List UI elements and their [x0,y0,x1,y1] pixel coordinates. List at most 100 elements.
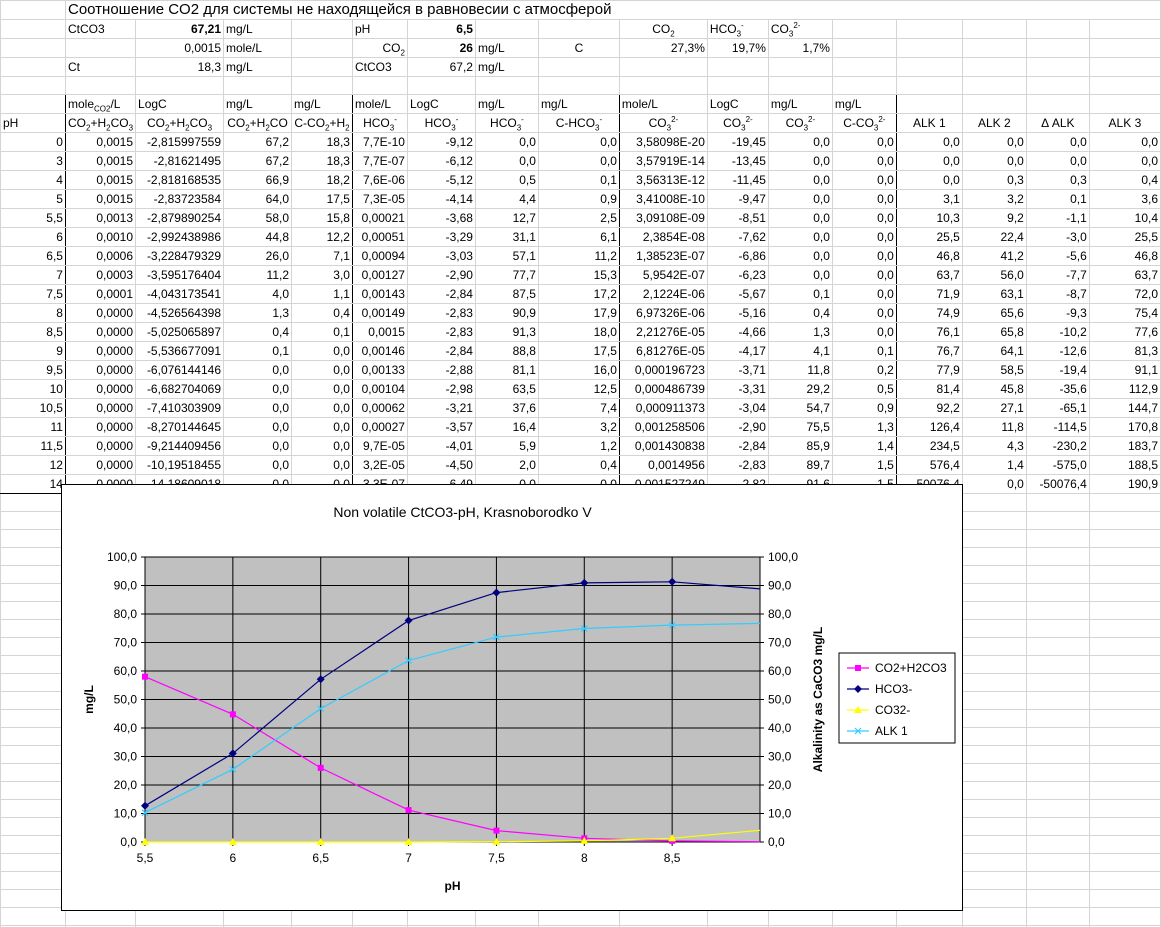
data-cell[interactable]: 0,0000 [64,455,137,475]
data-cell[interactable]: 58,0 [223,208,292,228]
ph-cell[interactable]: 8,5 [0,322,66,342]
data-cell[interactable]: -2,84 [706,436,769,456]
data-cell[interactable]: 88,8 [474,341,539,361]
cell[interactable] [961,529,1027,548]
data-cell[interactable]: 7,7E-10 [351,132,408,152]
data-cell[interactable]: 0,4 [223,322,292,342]
data-cell[interactable]: -2,84 [406,341,476,361]
ph-cell[interactable]: 14 [0,474,66,494]
data-cell[interactable]: 0,0 [291,360,353,380]
cell[interactable] [0,817,66,836]
data-cell[interactable]: 18,2 [291,170,353,190]
data-cell[interactable]: 7,7E-07 [351,151,408,171]
unit-mgl[interactable]: mg/L [223,19,292,39]
data-cell[interactable]: -575,0 [1025,455,1090,475]
cell[interactable] [1025,547,1090,566]
header-cell[interactable] [961,94,1027,114]
data-cell[interactable]: -6,076144146 [135,360,225,380]
data-cell[interactable]: -2,992438986 [135,227,225,247]
chart[interactable]: Non volatile CtCO3-pH, Krasnoborodko V 0,… [61,484,963,911]
cell[interactable] [0,619,66,638]
data-cell[interactable]: 0,0000 [64,303,137,323]
data-cell[interactable]: 0,0 [831,208,897,228]
data-cell[interactable]: 67,2 [223,132,292,152]
cell[interactable] [1088,835,1161,854]
cell[interactable] [1025,511,1090,530]
data-cell[interactable]: -12,6 [1025,341,1090,361]
data-cell[interactable]: 25,5 [1088,227,1161,247]
cell[interactable] [0,835,66,854]
cell[interactable] [961,835,1027,854]
data-cell[interactable]: 0,1 [831,341,897,361]
cell[interactable] [1025,853,1090,872]
data-cell[interactable]: -7,410303909 [135,398,225,418]
data-cell[interactable]: 0,00027 [351,417,408,437]
data-cell[interactable]: 0,0000 [64,436,137,456]
cell[interactable] [961,493,1027,512]
data-cell[interactable]: 63,7 [895,265,963,285]
data-cell[interactable]: 0,9 [831,398,897,418]
header-cell[interactable]: mg/L [767,94,833,114]
data-cell[interactable]: 0,0 [291,455,353,475]
cell[interactable] [537,76,620,95]
data-cell[interactable]: 91,1 [1088,360,1161,380]
data-cell[interactable]: 77,6 [1088,322,1161,342]
cell[interactable] [961,565,1027,584]
data-cell[interactable]: 4,4 [474,189,539,209]
data-cell[interactable]: 0,0013 [64,208,137,228]
data-cell[interactable]: 0,0 [831,303,897,323]
data-cell[interactable]: 0,1 [291,322,353,342]
data-cell[interactable]: 65,8 [961,322,1027,342]
data-cell[interactable]: 0,0 [1025,132,1090,152]
unit-mgl[interactable]: mg/L [474,38,539,58]
data-cell[interactable]: 0,00143 [351,284,408,304]
data-cell[interactable]: 0,00051 [351,227,408,247]
ph-cell[interactable]: 0 [0,132,66,152]
data-cell[interactable]: 41,2 [961,246,1027,266]
data-cell[interactable]: -11,45 [706,170,769,190]
data-cell[interactable]: 0,1 [223,341,292,361]
data-cell[interactable]: 63,5 [474,379,539,399]
sheet-title[interactable]: Соотношение CO2 для системы не находящей… [64,0,1161,20]
cell[interactable] [895,57,963,77]
header-cell[interactable]: ALK 3 [1088,113,1161,133]
data-cell[interactable]: -230,2 [1025,436,1090,456]
data-cell[interactable]: 17,2 [537,284,620,304]
cell[interactable] [895,76,963,95]
cell[interactable] [1025,871,1090,890]
cell[interactable] [961,76,1027,95]
data-cell[interactable]: -3,57 [406,417,476,437]
cell[interactable] [1025,565,1090,584]
cell[interactable] [291,57,353,77]
cell[interactable] [135,925,225,927]
data-cell[interactable]: -6,86 [706,246,769,266]
header-cell[interactable]: pH [0,113,66,133]
data-cell[interactable]: -3,228479329 [135,246,225,266]
label-c[interactable]: C [537,38,620,58]
cell[interactable] [1025,583,1090,602]
cell[interactable] [1025,38,1090,58]
data-cell[interactable]: -9,47 [706,189,769,209]
cell[interactable] [618,57,708,77]
data-cell[interactable]: 92,2 [895,398,963,418]
data-cell[interactable]: 46,8 [895,246,963,266]
data-cell[interactable]: 0,0 [291,398,353,418]
value-co2[interactable]: 26 [406,38,476,58]
data-cell[interactable]: -19,45 [706,132,769,152]
data-cell[interactable]: 234,5 [895,436,963,456]
data-cell[interactable]: 190,9 [1088,474,1161,494]
cell[interactable] [1088,889,1161,908]
data-cell[interactable]: 16,4 [474,417,539,437]
header-cell[interactable]: LogC [406,94,476,114]
data-cell[interactable]: 0,0000 [64,360,137,380]
data-cell[interactable]: 64,0 [223,189,292,209]
data-cell[interactable]: 0,0 [474,151,539,171]
cell[interactable] [1088,565,1161,584]
data-cell[interactable]: 0,0006 [64,246,137,266]
data-cell[interactable]: 0,0015 [351,322,408,342]
cell[interactable] [0,709,66,728]
data-cell[interactable]: 0,2 [831,360,897,380]
data-cell[interactable]: 3,1 [895,189,963,209]
data-cell[interactable]: 0,0001 [64,284,137,304]
data-cell[interactable]: 0,00146 [351,341,408,361]
